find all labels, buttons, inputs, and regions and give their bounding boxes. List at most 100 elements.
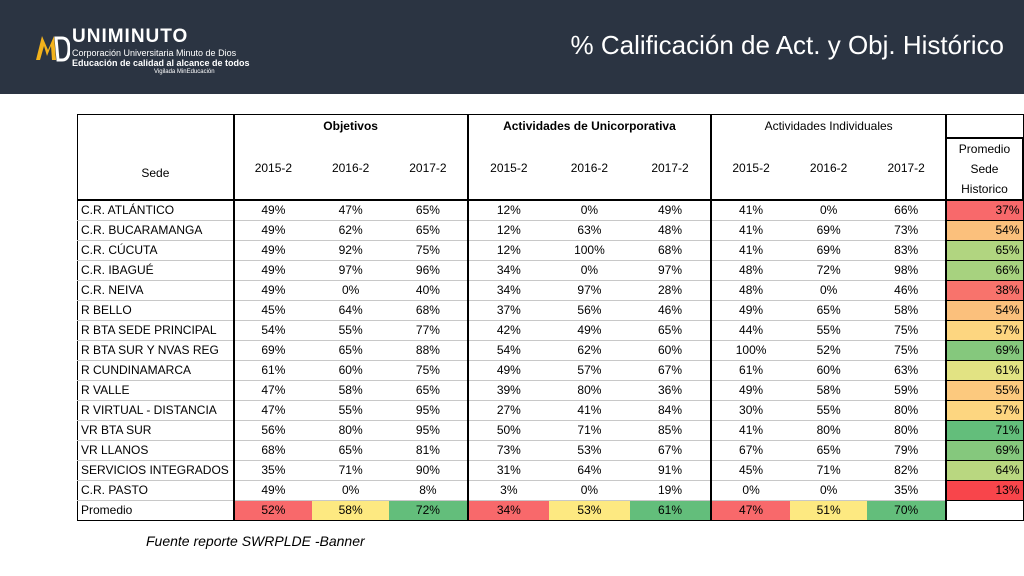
value-cell: 45%: [711, 460, 790, 481]
logo-name: UNIMINUTO: [72, 26, 189, 47]
value-cell: 3%: [467, 480, 550, 501]
value-cell: 54%: [233, 320, 313, 341]
value-cell: 83%: [867, 240, 947, 261]
value-cell: 40%: [389, 280, 469, 301]
value-cell: 56%: [233, 420, 313, 441]
value-cell: 85%: [629, 420, 713, 441]
promedio-value-cell: 53%: [549, 500, 630, 521]
sede-cell: C.R. BUCARAMANGA: [76, 220, 235, 241]
value-cell: 12%: [467, 200, 550, 221]
value-cell: 49%: [711, 380, 790, 401]
value-cell: 41%: [711, 420, 790, 441]
group-header-objetivos: Objetivos: [233, 114, 469, 138]
value-cell: 95%: [389, 400, 469, 421]
year-header: 2016-2: [789, 138, 868, 201]
table-row: C.R. BUCARAMANGA 49% 62% 65% 12% 63% 48% 41% 69%…: [76, 220, 1024, 241]
value-cell: 80%: [549, 380, 630, 401]
value-cell: 67%: [629, 440, 713, 461]
promedio-sede-cell: 37%: [945, 199, 1024, 221]
logo-line-3: Vigilada MinEducación: [154, 69, 215, 75]
year-header: 2017-2: [629, 138, 713, 201]
value-cell: 41%: [711, 240, 790, 261]
value-cell: 8%: [389, 480, 469, 501]
value-cell: 60%: [789, 360, 868, 381]
value-cell: 81%: [389, 440, 469, 461]
promedio-sede-cell: 69%: [945, 440, 1024, 461]
table-row: C.R. IBAGUÉ 49% 97% 96% 34% 0% 97% 48% 72% 98% 66%: [76, 260, 1024, 281]
value-cell: 75%: [867, 340, 947, 361]
value-cell: 77%: [389, 320, 469, 341]
value-cell: 41%: [711, 200, 790, 221]
value-cell: 30%: [711, 400, 790, 421]
value-cell: 62%: [549, 340, 630, 361]
value-cell: 53%: [549, 440, 630, 461]
value-cell: 0%: [789, 280, 868, 301]
table-row: C.R. NEIVA 49% 0% 40% 34% 97% 28% 48% 0% 46% 38%: [76, 280, 1024, 301]
promedio-sede-cell: 57%: [945, 400, 1024, 421]
value-cell: 67%: [629, 360, 713, 381]
promedio-sede-cell: 71%: [945, 420, 1024, 441]
page-title: % Calificación de Act. y Obj. Histórico: [570, 30, 1005, 60]
value-cell: 49%: [233, 240, 313, 261]
table-row: VR BTA SUR 56% 80% 95% 50% 71% 85% 41% 80% 80% 71%: [76, 420, 1024, 441]
value-cell: 31%: [467, 460, 550, 481]
promedio-sede-cell: 66%: [945, 260, 1024, 281]
table-row: C.R. ATLÁNTICO 49% 47% 65% 12% 0% 49% 41% 0% 66% 3…: [76, 199, 1024, 221]
promedio-value-cell: 58%: [312, 500, 390, 521]
sede-cell: R VALLE: [76, 380, 235, 401]
value-cell: 65%: [389, 380, 469, 401]
value-cell: 75%: [389, 240, 469, 261]
table-row: R VALLE 47% 58% 65% 39% 80% 36% 49% 58% 59% 55%: [76, 380, 1024, 401]
value-cell: 49%: [549, 320, 630, 341]
table-row: R BTA SEDE PRINCIPAL 54% 55% 77% 42% 49% 65% 44…: [76, 320, 1024, 341]
value-cell: 0%: [549, 260, 630, 281]
value-cell: 12%: [467, 240, 550, 261]
value-cell: 69%: [233, 340, 313, 361]
value-cell: 68%: [629, 240, 713, 261]
value-cell: 58%: [312, 380, 390, 401]
value-cell: 0%: [549, 200, 630, 221]
sede-cell: VR LLANOS: [76, 440, 235, 461]
value-cell: 65%: [789, 300, 868, 321]
table-row: C.R. CÚCUTA 49% 92% 75% 12% 100% 68% 41% 69% 83% 6…: [76, 240, 1024, 261]
table-row: R VIRTUAL - DISTANCIA 47% 55% 95% 27% 41% 84% 3…: [76, 400, 1024, 421]
value-cell: 41%: [711, 220, 790, 241]
value-cell: 56%: [549, 300, 630, 321]
promedio-sede-cell: 61%: [945, 360, 1024, 381]
year-header: 2017-2: [389, 138, 469, 201]
value-cell: 95%: [389, 420, 469, 441]
table-row: R CUNDINAMARCA 61% 60% 75% 49% 57% 67% 61% 60% 63…: [76, 360, 1024, 381]
value-cell: 50%: [467, 420, 550, 441]
value-cell: 55%: [789, 320, 868, 341]
sede-cell: C.R. ATLÁNTICO: [76, 200, 235, 221]
value-cell: 0%: [789, 480, 868, 501]
sede-cell: C.R. IBAGUÉ: [76, 260, 235, 281]
promedio-value-cell: 70%: [867, 500, 947, 521]
value-cell: 73%: [867, 220, 947, 241]
md-logo-icon: [36, 36, 70, 62]
value-cell: 49%: [233, 220, 313, 241]
value-cell: 63%: [867, 360, 947, 381]
value-cell: 41%: [549, 400, 630, 421]
promedio-empty-cell: [945, 500, 1024, 521]
value-cell: 97%: [629, 260, 713, 281]
sede-cell: VR BTA SUR: [76, 420, 235, 441]
value-cell: 68%: [389, 300, 469, 321]
year-header: 2015-2: [467, 138, 550, 201]
value-cell: 46%: [629, 300, 713, 321]
value-cell: 65%: [389, 220, 469, 241]
value-cell: 0%: [312, 280, 390, 301]
sede-cell: R CUNDINAMARCA: [76, 360, 235, 381]
value-cell: 64%: [549, 460, 630, 481]
value-cell: 54%: [467, 340, 550, 361]
year-header: 2017-2: [867, 138, 947, 201]
value-cell: 80%: [867, 400, 947, 421]
value-cell: 65%: [312, 440, 390, 461]
value-cell: 0%: [789, 200, 868, 221]
value-cell: 39%: [467, 380, 550, 401]
promedio-value-cell: 34%: [467, 500, 550, 521]
value-cell: 71%: [312, 460, 390, 481]
sede-cell: R VIRTUAL - DISTANCIA: [76, 400, 235, 421]
value-cell: 49%: [233, 280, 313, 301]
table-row: VR LLANOS 68% 65% 81% 73% 53% 67% 67% 65% 79% 69%: [76, 440, 1024, 461]
